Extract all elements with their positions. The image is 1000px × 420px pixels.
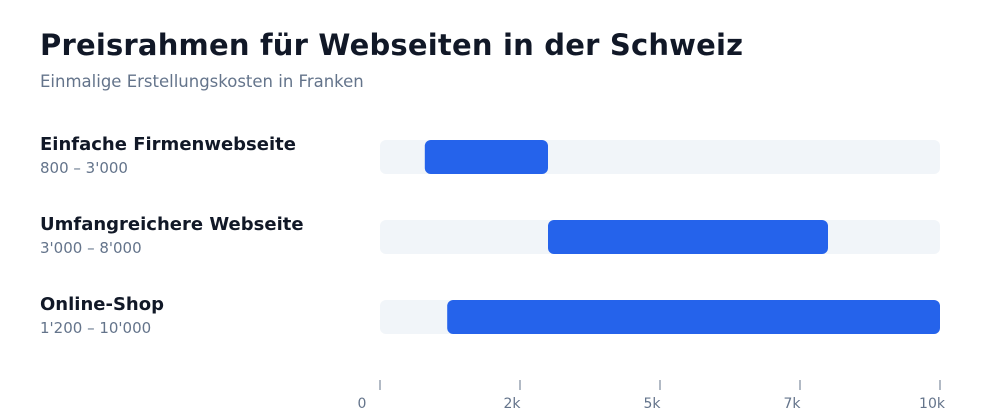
chart-subtitle: Einmalige Erstellungskosten in Franken <box>40 72 364 91</box>
x-tick-label: 2k <box>503 396 521 412</box>
x-tick-label: 7k <box>783 396 801 412</box>
range-bar-umfangreichere-webseite <box>548 220 828 254</box>
x-tick-label: 10k <box>919 396 946 412</box>
category-name: Einfache Firmenwebseite <box>40 134 296 155</box>
chart-title: Preisrahmen für Webseiten in der Schweiz <box>40 28 744 62</box>
category-label-einfache-firmenwebseite: Einfache Firmenwebseite 800 – 3'000 <box>40 134 360 178</box>
x-tick-label: 0 <box>358 396 367 412</box>
category-label-umfangreichere-webseite: Umfangreichere Webseite 3'000 – 8'000 <box>40 214 360 258</box>
range-bar-online-shop <box>447 300 940 334</box>
range-label: 1'200 – 10'000 <box>40 319 152 337</box>
x-tick-label: 5k <box>643 396 661 412</box>
range-label: 3'000 – 8'000 <box>40 239 142 257</box>
range-label: 800 – 3'000 <box>40 159 128 177</box>
category-name: Umfangreichere Webseite <box>40 214 304 235</box>
category-label-online-shop: Online-Shop 1'200 – 10'000 <box>40 294 360 338</box>
category-name: Online-Shop <box>40 294 164 315</box>
range-bar-einfache-firmenwebseite <box>424 140 548 174</box>
